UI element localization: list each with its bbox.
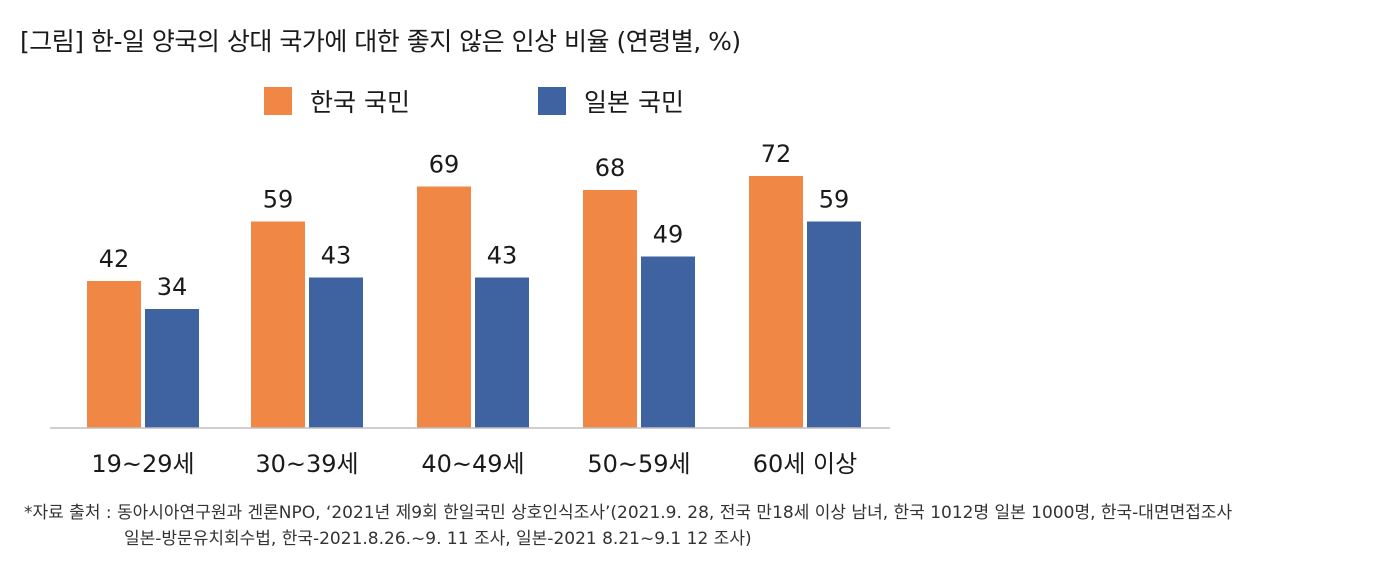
data-label-korea-0: 42 (99, 245, 130, 273)
bar-japan-1 (309, 277, 363, 428)
bar-japan-3 (641, 256, 695, 428)
source-line-2: 일본-방문유치회수법, 한국-2021.8.26.~9. 11 조사, 일본-2… (124, 529, 752, 549)
legend-item-korea: 한국 국민 (264, 86, 410, 117)
bar-japan-4 (807, 221, 861, 428)
bar-korea-2 (417, 186, 471, 428)
x-tick-label-0: 19~29세 (91, 450, 194, 478)
x-tick-label-2: 40~49세 (421, 450, 524, 478)
data-label-japan-0: 34 (157, 273, 188, 301)
data-label-korea-3: 68 (595, 154, 626, 182)
data-label-korea-1: 59 (263, 186, 294, 214)
legend-swatch-japan (538, 87, 566, 115)
source-line-1: *자료 출처 : 동아시아연구원과 겐론NPO, ‘2021년 제9회 한일국민… (24, 503, 1233, 523)
bar-japan-2 (475, 277, 529, 428)
chart-title: [그림] 한-일 양국의 상대 국가에 대한 좋지 않은 인상 비율 (연령별,… (20, 27, 741, 56)
bar-japan-0 (145, 309, 199, 428)
legend-label-japan: 일본 국민 (584, 88, 684, 117)
data-label-japan-2: 43 (487, 242, 518, 270)
legend-label-korea: 한국 국민 (310, 88, 410, 117)
bar-korea-4 (749, 176, 803, 428)
bar-korea-3 (583, 190, 637, 428)
data-label-japan-3: 49 (653, 221, 684, 249)
bar-korea-1 (251, 221, 305, 428)
source-note: *자료 출처 : 동아시아연구원과 겐론NPO, ‘2021년 제9회 한일국민… (24, 500, 1232, 552)
data-label-korea-2: 69 (429, 151, 460, 179)
x-tick-label-3: 50~59세 (587, 450, 690, 478)
legend-swatch-korea (264, 87, 292, 115)
legend-item-japan: 일본 국민 (538, 86, 684, 117)
data-label-korea-4: 72 (761, 140, 792, 168)
x-tick-label-1: 30~39세 (255, 450, 358, 478)
data-label-japan-1: 43 (321, 242, 352, 270)
data-label-japan-4: 59 (819, 186, 850, 214)
bar-korea-0 (87, 281, 141, 428)
x-tick-label-4: 60세 이상 (753, 450, 857, 478)
